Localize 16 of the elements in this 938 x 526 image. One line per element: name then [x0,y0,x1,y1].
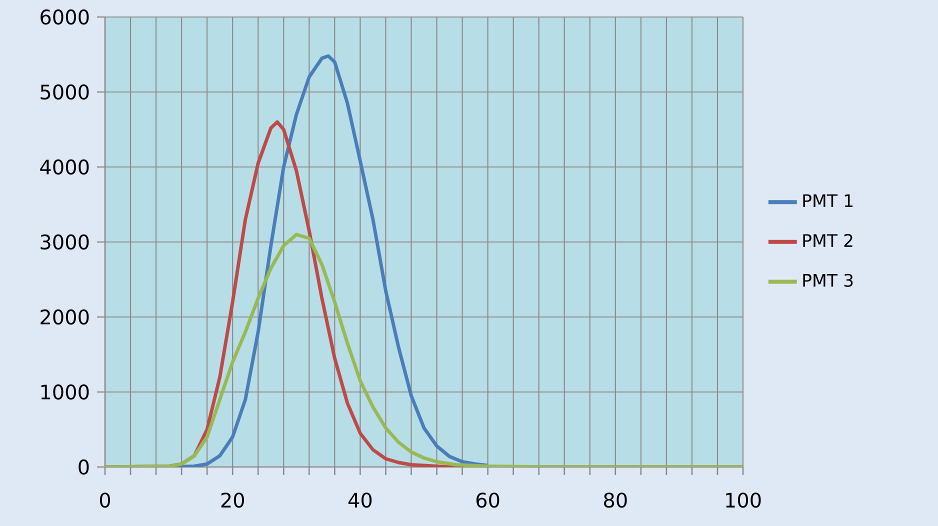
x-tick-label: 40 [348,492,372,508]
y-tick-label: 3000 [40,234,89,250]
x-tick-label: 0 [100,492,110,508]
y-tick-label: 0 [78,459,89,475]
y-tick-label: 4000 [40,159,89,175]
y-tick-label: 6000 [40,9,89,25]
y-tick-label: 1000 [41,384,89,400]
y-tick-label: 5000 [40,84,89,100]
x-tick-label: 60 [476,492,500,508]
legend-label: PMT 1 [803,194,852,207]
x-tick-label: 80 [604,492,627,508]
y-tick-label: 2000 [40,309,89,325]
x-tick-label: 100 [726,492,761,508]
legend-label: PMT 2 [803,234,852,247]
legend-label: PMT 3 [803,274,853,287]
x-tick-label: 20 [221,492,244,508]
